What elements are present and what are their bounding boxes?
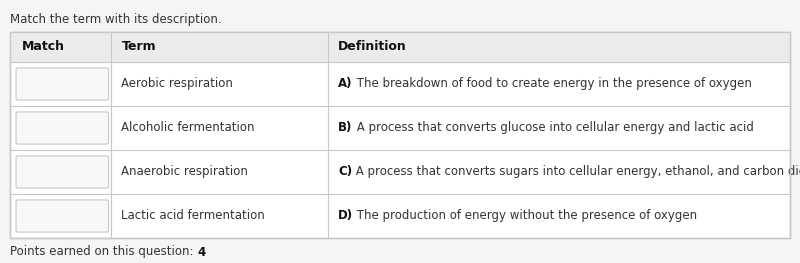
Text: A: A [25,78,33,90]
Text: C): C) [338,165,352,179]
Text: Lactic acid fermentation: Lactic acid fermentation [122,210,265,222]
Bar [10,32,790,238]
Text: Match the term with its description.: Match the term with its description. [10,13,222,26]
Text: D: D [25,165,34,179]
Text: 4: 4 [198,245,206,259]
FancyBboxPatch shape [16,68,109,100]
Text: Aerobic respiration: Aerobic respiration [122,78,234,90]
Bar [10,32,790,238]
Text: The production of energy without the presence of oxygen: The production of energy without the pre… [354,210,698,222]
Text: Points earned on this question:: Points earned on this question: [10,245,198,259]
Text: The breakdown of food to create energy in the presence of oxygen: The breakdown of food to create energy i… [353,78,752,90]
Text: B: B [25,210,33,222]
Text: Definition: Definition [338,41,407,53]
Text: Term: Term [122,41,156,53]
FancyBboxPatch shape [16,156,109,188]
Text: C: C [25,122,34,134]
Text: A process that converts glucose into cellular energy and lactic acid: A process that converts glucose into cel… [353,122,754,134]
Text: A): A) [338,78,353,90]
Text: Match: Match [22,41,65,53]
Text: Alcoholic fermentation: Alcoholic fermentation [122,122,255,134]
Text: Anaerobic respiration: Anaerobic respiration [122,165,248,179]
Text: Points earned on this question:: Points earned on this question: [10,245,198,259]
Bar [10,32,790,62]
FancyBboxPatch shape [16,200,109,232]
Text: D): D) [338,210,354,222]
Text: B): B) [338,122,353,134]
FancyBboxPatch shape [16,112,109,144]
Text: A process that converts sugars into cellular energy, ethanol, and carbon dioxide: A process that converts sugars into cell… [352,165,800,179]
